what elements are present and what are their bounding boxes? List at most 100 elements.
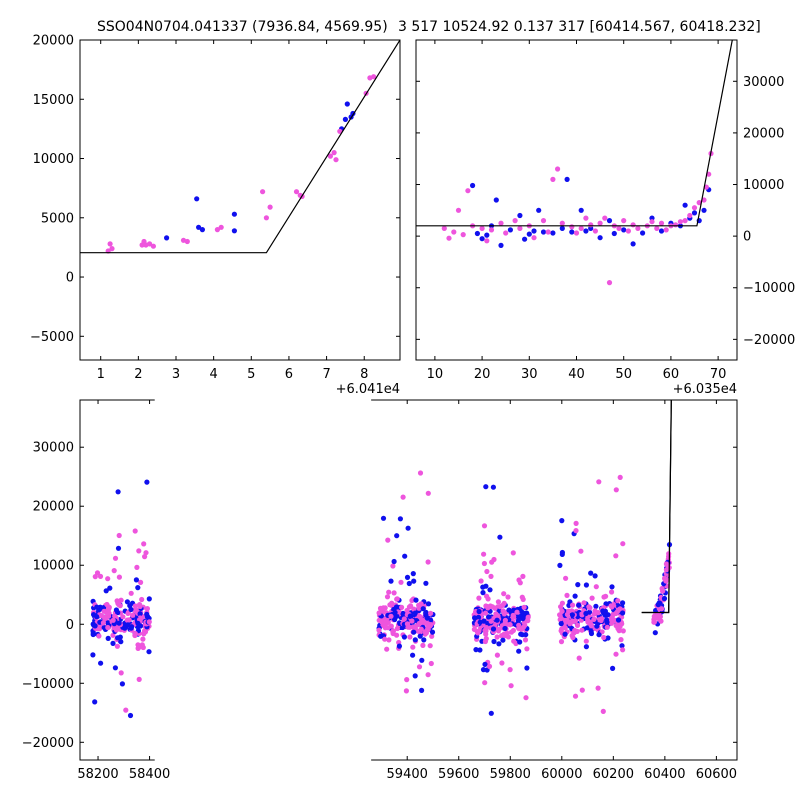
data-point <box>524 646 530 652</box>
data-point <box>613 487 619 493</box>
data-point <box>531 228 537 234</box>
data-point <box>399 604 405 611</box>
data-point <box>420 642 426 649</box>
data-point <box>260 189 266 195</box>
data-point <box>423 630 429 636</box>
model-line <box>416 40 733 227</box>
data-point <box>578 207 584 213</box>
x-tick-label: 7 <box>322 367 330 382</box>
data-point <box>559 518 565 524</box>
data-point <box>425 559 431 565</box>
data-point <box>393 613 399 620</box>
data-point <box>337 128 343 134</box>
data-point <box>400 494 406 500</box>
data-point <box>397 516 403 522</box>
data-point <box>659 606 665 612</box>
data-point <box>508 683 514 689</box>
data-point <box>510 612 516 619</box>
data-point <box>133 577 139 583</box>
data-point <box>477 647 483 653</box>
data-point <box>616 225 622 231</box>
data-point <box>115 600 121 607</box>
data-point <box>263 215 269 221</box>
data-point <box>621 218 627 224</box>
panel-top-left: 1 2 3 4 5 6 7 8 −5000 0 5000 10000 15000 20000 +6.041e… <box>30 34 401 397</box>
data-point <box>141 631 147 637</box>
data-point <box>602 215 608 221</box>
data-point <box>608 603 614 609</box>
data-point <box>583 610 589 617</box>
data-point <box>142 554 148 560</box>
data-point <box>103 588 109 594</box>
data-point <box>576 655 582 661</box>
data-point <box>410 652 416 658</box>
data-point <box>545 229 551 235</box>
data-point <box>583 228 589 234</box>
data-point <box>106 610 112 616</box>
data-point <box>572 593 578 599</box>
data-point <box>94 570 101 576</box>
x-offset-label: +6.035e4 <box>673 382 737 397</box>
data-point <box>425 672 431 678</box>
x-tick-label: 60400 <box>644 767 685 782</box>
data-point <box>144 479 150 485</box>
data-point <box>390 563 396 569</box>
data-point <box>105 635 111 642</box>
data-point <box>427 623 433 629</box>
data-point <box>387 602 393 608</box>
data-point <box>521 604 527 610</box>
data-point <box>143 550 149 556</box>
x-tick-label: 60000 <box>541 767 582 782</box>
data-point <box>412 637 418 643</box>
x-tick-label: 59600 <box>438 767 479 782</box>
data-point <box>572 627 578 634</box>
data-point <box>413 597 419 603</box>
data-point <box>525 614 531 620</box>
data-point <box>649 219 655 225</box>
data-point <box>398 579 404 585</box>
data-point <box>122 625 128 631</box>
data-point <box>609 584 615 590</box>
data-point <box>517 639 523 645</box>
data-point <box>485 596 491 602</box>
data-point <box>673 222 679 228</box>
data-point <box>194 196 200 202</box>
data-point <box>146 619 152 625</box>
data-point <box>657 614 664 620</box>
data-point <box>496 641 502 647</box>
title-left: SSO04N0704.041337 (7936.84, 4569.95) <box>97 19 388 35</box>
data-point <box>118 597 124 603</box>
y-tick-label: −20000 <box>22 736 74 751</box>
data-point <box>101 614 107 621</box>
data-point <box>630 241 636 247</box>
panel-bottom: 58200 58400 59400 59600 59800 60000 60200 60400… <box>22 398 738 782</box>
data-point <box>371 74 377 80</box>
data-point <box>503 230 509 236</box>
data-point <box>583 644 590 650</box>
data-point <box>581 600 587 606</box>
y-tick-label: 10000 <box>743 178 784 193</box>
data-point <box>480 584 486 590</box>
data-point <box>420 606 426 612</box>
data-point <box>609 614 615 620</box>
data-point <box>499 660 505 666</box>
y-tick-label: 10000 <box>33 559 74 574</box>
data-point <box>562 631 568 637</box>
y-tick-label: 20000 <box>33 34 74 49</box>
data-point <box>331 150 337 156</box>
data-point <box>135 585 141 591</box>
data-point <box>592 228 599 234</box>
data-point <box>516 648 522 654</box>
data-point <box>599 616 605 622</box>
data-point <box>416 605 422 611</box>
data-point <box>460 232 466 238</box>
data-point <box>333 157 339 163</box>
data-point <box>137 611 143 617</box>
data-point <box>600 608 606 614</box>
data-point <box>493 197 499 203</box>
data-point <box>147 241 153 247</box>
data-point <box>419 657 425 663</box>
data-point <box>90 652 96 658</box>
data-point <box>118 639 124 645</box>
y-tick-label: 30000 <box>33 441 74 456</box>
